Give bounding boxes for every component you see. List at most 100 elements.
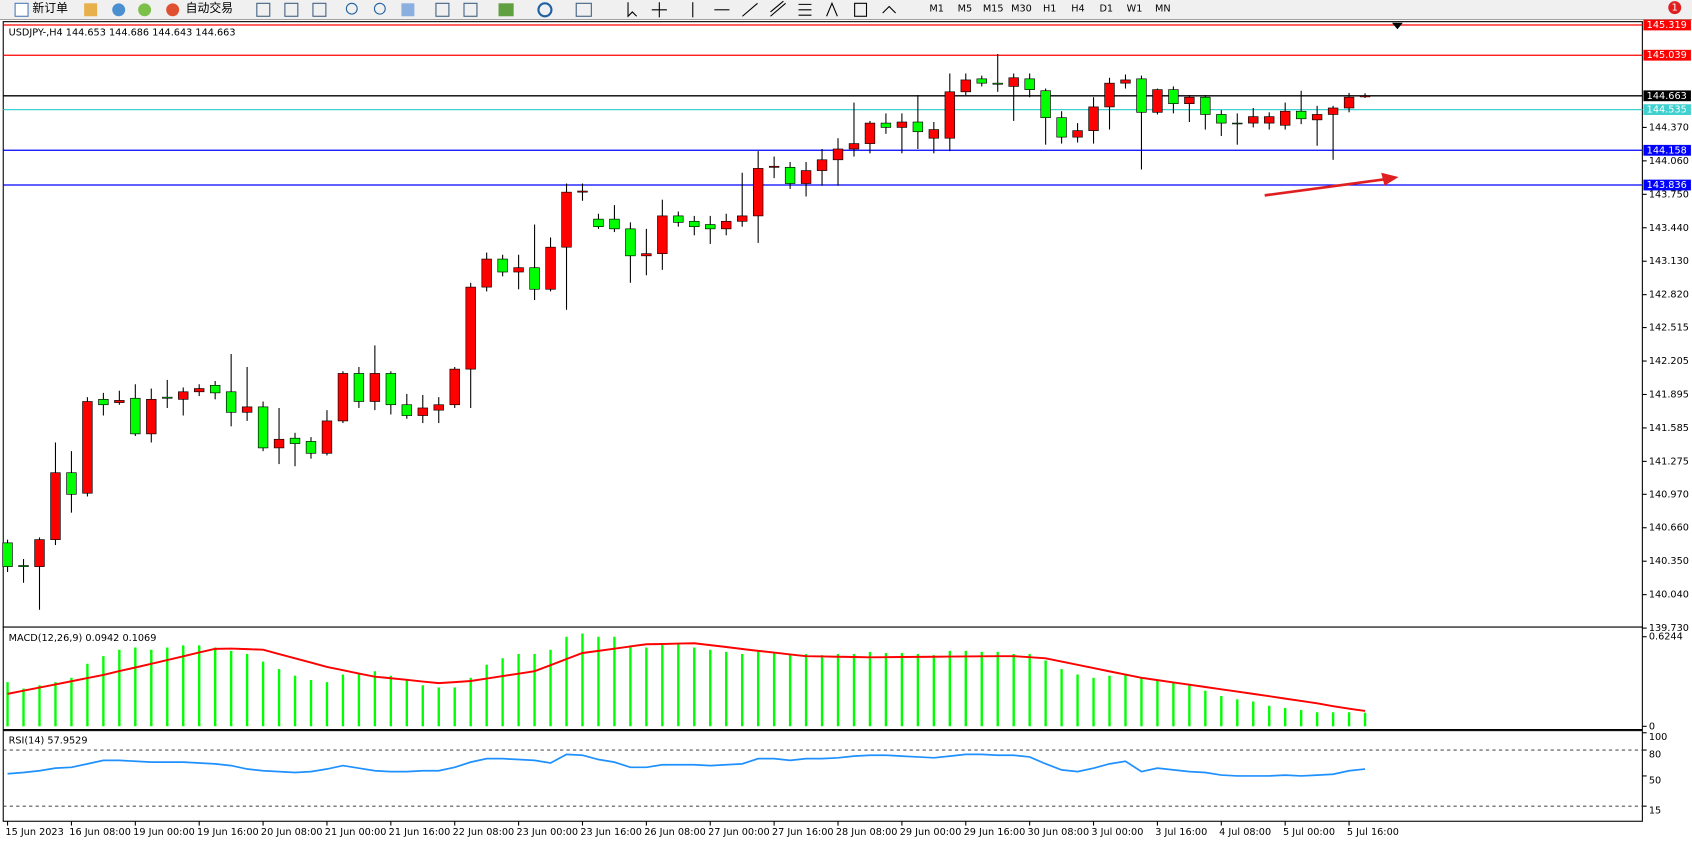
timeframe-button[interactable]: W1 [1127, 4, 1143, 15]
candle-body [337, 373, 349, 422]
candle-body [18, 565, 29, 567]
timeframe-button[interactable]: D1 [1099, 4, 1113, 15]
x-tick-label: 5 Jul 16:00 [1347, 827, 1399, 838]
candle-body [816, 159, 828, 171]
candle-body [593, 218, 604, 228]
toolbar-icon[interactable] [112, 3, 126, 17]
zoom-out[interactable] [373, 2, 386, 15]
candle-body [98, 399, 109, 406]
candle-body [401, 404, 412, 416]
y-tick-label: 50 [1649, 775, 1661, 786]
zoom-in[interactable] [345, 2, 358, 15]
candle-body [1088, 106, 1099, 131]
toolbar: 新订单 自动交易 M1 M5 M15 M30 H1 H4 D1 W1 MN 1 [0, 0, 1692, 21]
chart-title: USDJPY-,H4 144.653 144.686 144.643 144.6… [9, 27, 236, 38]
x-tick-label: 21 Jun 16:00 [389, 827, 451, 838]
toolbar-icon[interactable] [401, 3, 415, 17]
timeframe-button[interactable]: M15 [983, 4, 1004, 15]
fibo-tool[interactable] [798, 3, 812, 16]
x-tick-label: 15 Jun 2023 [5, 827, 63, 838]
trendline-tool[interactable] [742, 2, 758, 17]
y-tick-label: 143.750 [1649, 189, 1689, 200]
toolbar-icon[interactable] [284, 2, 299, 17]
price-tag [1643, 179, 1691, 191]
new-order-button[interactable]: 新订单 [14, 1, 68, 17]
timeframe-button[interactable]: M30 [1011, 4, 1032, 15]
toolbar-icon[interactable] [84, 3, 98, 17]
candle-body [1343, 96, 1355, 109]
x-tick-label: 22 Jun 08:00 [453, 827, 515, 838]
toolbar-icon[interactable] [435, 2, 450, 17]
cursor-tool[interactable] [627, 2, 638, 18]
candle-body [497, 258, 508, 273]
y-tick-label: 144.060 [1649, 156, 1689, 167]
candle-body [305, 441, 317, 454]
candle-body [705, 224, 716, 230]
macd-panel [2, 626, 1643, 731]
timeframe-button[interactable]: MN [1155, 4, 1171, 15]
x-tick-label: 28 Jun 08:00 [836, 827, 898, 838]
y-tick-label: 142.515 [1649, 323, 1689, 334]
text-tool[interactable] [826, 1, 838, 17]
auto-trading-label: 自动交易 [186, 1, 233, 15]
shapes-tool[interactable] [882, 5, 897, 14]
y-tick-label: 140.040 [1649, 590, 1689, 601]
candle-body [1216, 114, 1227, 124]
toolbar-bg [0, 0, 1692, 20]
candle-body [1200, 96, 1211, 115]
toolbar-icon[interactable] [463, 2, 478, 17]
timeframe-button[interactable]: M5 [958, 4, 973, 15]
candle-body [896, 121, 908, 128]
candle-body [1120, 79, 1131, 84]
candle-body [625, 228, 636, 257]
candle-body [529, 267, 540, 290]
candle-body [1024, 78, 1035, 90]
price-tag [1643, 104, 1691, 116]
channel-tool[interactable] [770, 0, 786, 17]
candle-body [1040, 90, 1051, 119]
x-tick-label: 29 Jun 00:00 [900, 827, 962, 838]
crosshair-tool[interactable] [651, 2, 667, 18]
candle-body [114, 400, 125, 403]
candle-body [673, 215, 684, 223]
x-tick-label: 21 Jun 00:00 [325, 827, 387, 838]
x-tick-label: 3 Jul 00:00 [1091, 827, 1143, 838]
y-tick-label: 139.730 [1649, 623, 1689, 634]
timeframe-button[interactable]: H1 [1043, 4, 1056, 15]
candle-body [1311, 114, 1323, 121]
y-tick-label: 142.820 [1649, 290, 1689, 301]
toolbar-icon[interactable] [498, 3, 514, 17]
y-tick-label: 100 [1649, 732, 1668, 743]
candle-body [944, 91, 955, 139]
candle-body [721, 220, 732, 230]
toolbar-icon[interactable] [138, 3, 152, 17]
candle-body [992, 82, 1003, 85]
candle-body [2, 542, 13, 567]
candle-body [1072, 130, 1083, 138]
label-tool[interactable] [854, 2, 868, 17]
price-tag-label: 145.319 [1647, 20, 1687, 31]
price-tag-label: 144.158 [1647, 145, 1687, 156]
toolbar-icon[interactable] [537, 2, 553, 18]
toolbar-icon[interactable] [256, 2, 271, 17]
toolbar-icon[interactable] [312, 2, 327, 17]
candle-body [848, 143, 860, 150]
rsi-line [7, 753, 1366, 777]
y-tick-label: 143.130 [1649, 256, 1689, 267]
x-tick-label: 5 Jul 00:00 [1283, 827, 1335, 838]
candle-body [241, 406, 253, 413]
candle-body [800, 170, 812, 184]
x-tick-label: 27 Jun 16:00 [772, 827, 834, 838]
x-tick-label: 30 Jun 08:00 [1028, 827, 1090, 838]
y-tick-label: 0 [1649, 721, 1655, 732]
price-tag [1643, 49, 1691, 61]
toolbar-icon[interactable] [575, 2, 592, 17]
timeframe-button[interactable]: M1 [929, 4, 944, 15]
y-tick-label: 15 [1649, 805, 1661, 816]
notification-badge[interactable] [1668, 1, 1682, 15]
timeframe-button[interactable]: H4 [1071, 4, 1084, 15]
auto-trading-button[interactable]: 自动交易 [166, 1, 233, 17]
candle-body [481, 258, 492, 288]
